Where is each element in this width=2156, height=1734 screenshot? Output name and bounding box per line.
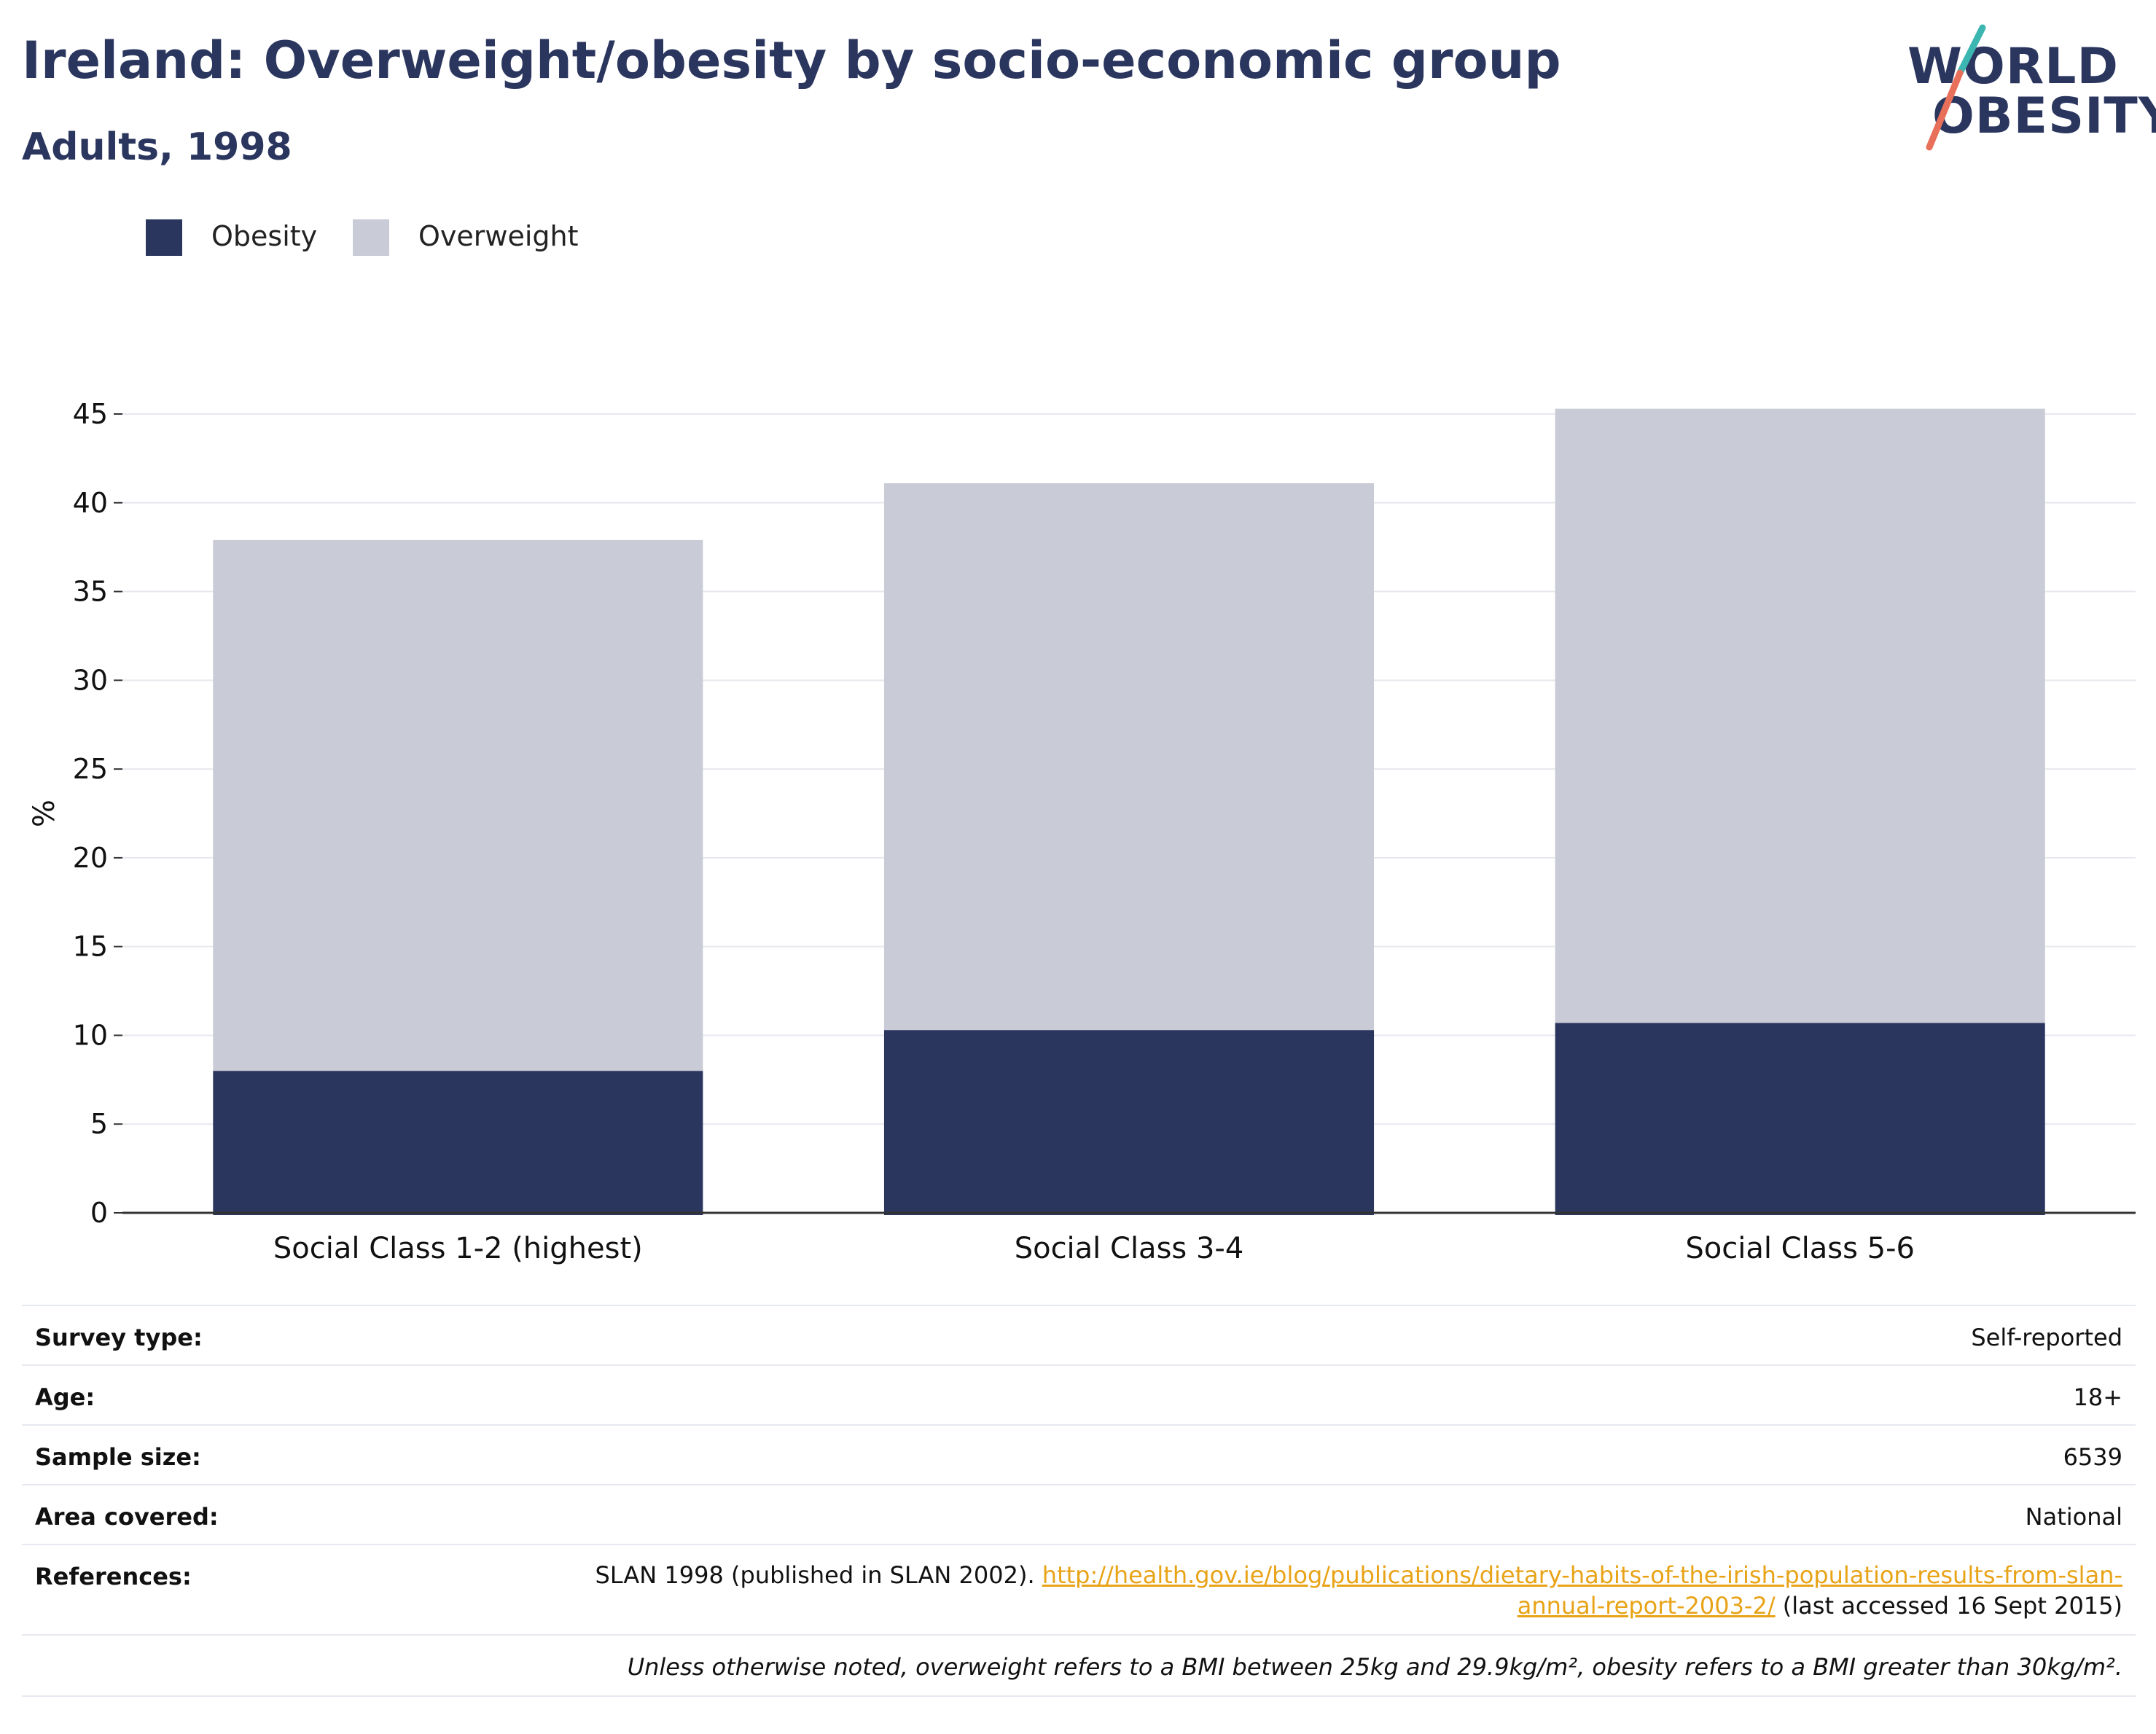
meta-row-age: Age: 18+ [22,1364,2136,1424]
page-title: Ireland: Overweight/obesity by socio-eco… [22,31,1561,90]
bar-overweight-1 [213,539,703,1071]
reference-text: SLAN 1998 (published in SLAN 2002). [595,1561,1042,1589]
y-tick-label: 5 [90,1108,108,1140]
legend-label-obesity: Obesity [211,220,318,252]
meta-row-references: References: SLAN 1998 (published in SLAN… [22,1544,2136,1634]
x-tick-label: Social Class 1-2 (highest) [273,1232,643,1265]
meta-row-area-covered: Area covered: National [22,1484,2136,1544]
meta-label-survey-type: Survey type: [35,1324,203,1351]
meta-row-survey-type: Survey type: Self-reported [22,1305,2136,1364]
logo-word-obesity: OBESITY [1932,87,2156,145]
meta-label-age: Age: [35,1383,95,1411]
meta-label-references: References: [35,1563,192,1590]
bar-overweight-3 [1555,408,2045,1023]
meta-value-sample-size: 6539 [2063,1443,2122,1471]
legend-swatch-obesity [146,219,182,256]
meta-value-survey-type: Self-reported [1971,1324,2122,1351]
y-tick-label: 0 [90,1197,108,1229]
logo-slash-icon [1926,24,1986,151]
x-tick-label: Social Class 3-4 [1015,1232,1244,1265]
reference-accessed-text: (last accessed 16 Sept 2015) [1775,1592,2122,1620]
bar-overweight-2 [883,483,1375,1031]
y-tick-label: 20 [73,842,108,874]
meta-value-age: 18+ [2073,1383,2122,1411]
y-tick-label: 25 [73,753,108,785]
logo-word-world: WORLD [1907,38,2119,95]
legend-label-overweight: Overweight [418,220,579,252]
meta-row-note: Unless otherwise noted, overweight refer… [22,1634,2136,1697]
meta-value-references: SLAN 1998 (published in SLAN 2002). http… [519,1560,2122,1621]
x-tick-label: Social Class 5-6 [1685,1232,1915,1265]
reference-link[interactable]: http://health.gov.ie/blog/publications/d… [1042,1561,2122,1620]
world-obesity-logo[interactable]: WORLD OBESITY [1899,22,2156,157]
y-tick-label: 30 [73,664,108,696]
bar-obesity-3 [1555,1023,2045,1215]
meta-row-sample-size: Sample size: 6539 [22,1424,2136,1484]
legend-swatch-overweight [353,219,389,256]
y-tick-label: 15 [73,931,108,963]
y-tick-label: 10 [73,1019,108,1051]
meta-label-sample-size: Sample size: [35,1443,201,1471]
y-tick-label: 45 [73,398,108,430]
y-tick-label: 40 [73,487,108,519]
meta-label-area-covered: Area covered: [35,1503,219,1531]
bar-obesity-1 [213,1071,703,1215]
bmi-definition-note: Unless otherwise noted, overweight refer… [627,1653,2122,1681]
survey-metadata-table: Survey type: Self-reported Age: 18+ Samp… [22,1305,2136,1697]
y-tick-label: 35 [73,576,108,608]
y-axis-label: % [28,800,61,827]
page-subtitle: Adults, 1998 [22,125,292,169]
meta-value-area-covered: National [2025,1503,2122,1531]
bar-obesity-2 [883,1030,1375,1215]
stacked-bar-chart: 0 5 10 15 20 25 30 35 40 45% Social Class 1-2 (hig… [28,398,2136,1265]
